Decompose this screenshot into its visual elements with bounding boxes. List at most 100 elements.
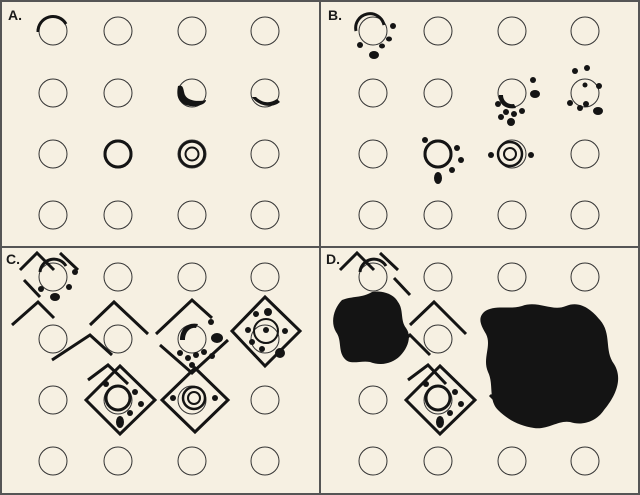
grid-circle [358,16,388,46]
stone-marker [193,352,199,358]
stone-marker [185,355,191,361]
panel-c-features [11,250,303,437]
grid-circle [177,262,207,292]
grid-circle [103,324,133,354]
grid-circle [423,446,453,476]
stone-marker [259,346,265,352]
post-mold-stain [498,95,516,109]
stone-marker [452,389,458,395]
grid-circle [570,78,600,108]
stone-marker [436,416,444,428]
stone-marker [253,311,259,317]
stone-marker [379,43,385,49]
grid-circle [103,446,133,476]
grid-circle [177,200,207,230]
stone-marker [454,145,460,151]
grid-circle [250,139,280,169]
grid-circle [358,385,388,415]
stone-marker [495,101,501,107]
stone-marker [584,65,590,71]
grid-circle [570,16,600,46]
stone-marker [583,101,589,107]
stone-marker [386,36,392,42]
stone-marker [132,389,138,395]
panel-label-a: A. [8,7,22,23]
post-mold-partial [358,257,388,273]
stone-marker [357,42,363,48]
grid-circle [38,446,68,476]
grid-circle [38,262,68,292]
stone-marker [177,350,183,356]
panel-b-features [354,12,603,184]
grid-circle [358,78,388,108]
panel-label-b: B. [328,7,342,23]
post-ring [424,384,452,412]
stone-marker [127,410,133,416]
panel-a-background [1,1,319,246]
stone-marker [530,90,540,98]
stone-marker [503,109,509,115]
stone-marker [138,401,144,407]
double-post-ring-outer [496,140,524,168]
double-post-ring-outer [181,385,207,411]
post-ring [423,139,453,169]
grid-circle [103,16,133,46]
panel-label-c: C. [6,251,20,267]
stone-marker [449,167,455,173]
post-mold-partial [38,257,68,273]
stone-marker [245,327,251,333]
circle-grids [38,16,600,476]
grid-circle [38,200,68,230]
stone-marker [488,152,494,158]
diamond-frame [159,365,231,435]
diamond-frame [83,363,158,437]
grid-circle [103,78,133,108]
post-mold-stain [252,97,280,106]
diamond-frame [403,363,478,437]
stone-marker [507,118,515,126]
frame-corner-brackets [338,250,412,297]
grid-circle [497,446,527,476]
grid-circle [177,16,207,46]
grid-circle [358,200,388,230]
grid-circle [570,262,600,292]
stone-marker [434,172,442,184]
double-post-ring-outer [178,140,206,168]
stone-marker [511,111,517,117]
grid-circle [38,385,68,415]
grid-circle [250,262,280,292]
panel-d-features [333,250,619,437]
stone-marker [211,333,223,343]
grid-circle [358,446,388,476]
grid-circle [570,139,600,169]
stone-marker [66,284,72,290]
post-mold-partial [354,12,386,32]
double-post-ring-inner [184,146,200,162]
stone-marker [447,410,453,416]
stone-marker [249,339,255,345]
stone-marker [423,381,429,387]
stone-marker [189,362,195,368]
grid-circle [250,324,280,354]
stone-marker [422,137,428,143]
grid-circle [423,324,453,354]
stone-marker [264,308,272,316]
post-ring [253,318,279,344]
stone-marker [103,381,109,387]
grid-circle [423,200,453,230]
grid-circle [250,385,280,415]
stone-marker [582,82,588,88]
stone-marker [50,293,60,301]
stone-marker [116,416,124,428]
stone-marker [572,68,578,74]
grid-circle [358,262,388,292]
post-mold-partial [36,14,68,33]
stone-marker [263,327,269,333]
house-wall-brackets [11,299,150,386]
stone-marker [596,83,602,89]
grid-circle [570,200,600,230]
